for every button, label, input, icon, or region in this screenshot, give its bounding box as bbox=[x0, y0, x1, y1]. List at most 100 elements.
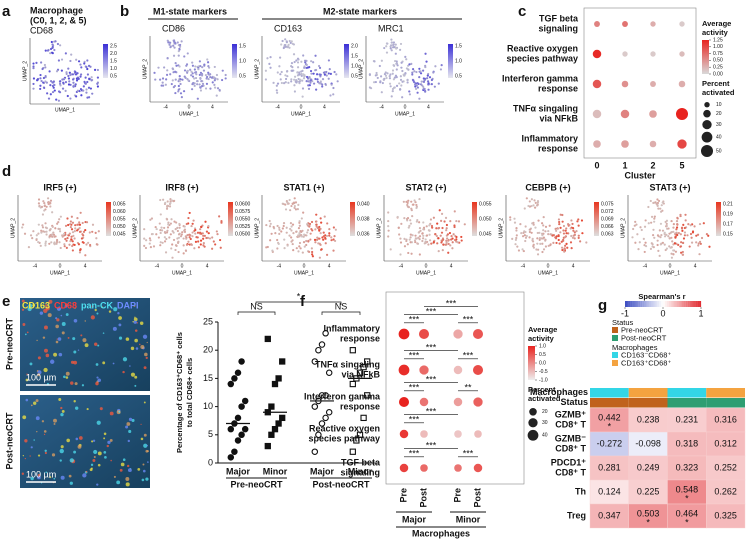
dot bbox=[593, 140, 601, 148]
cell bbox=[128, 417, 133, 421]
umap-tick: 0 bbox=[303, 263, 306, 269]
umap-cell bbox=[190, 224, 193, 228]
umap-cell bbox=[171, 243, 174, 246]
umap-cell bbox=[163, 226, 166, 230]
umap-cell bbox=[207, 232, 210, 235]
umap-cell bbox=[275, 84, 278, 87]
row-label: TGF beta bbox=[341, 457, 381, 467]
cell bbox=[120, 462, 125, 467]
umap-ylabel: UMAP_2 bbox=[376, 218, 382, 238]
colorbar-step bbox=[666, 301, 669, 307]
umap-cell bbox=[45, 227, 49, 230]
umap-cell bbox=[155, 227, 158, 231]
umap-cell bbox=[97, 230, 100, 233]
umap-cell bbox=[179, 92, 183, 95]
umap-cell bbox=[407, 226, 410, 229]
umap-cell bbox=[170, 82, 173, 86]
umap-cell bbox=[185, 222, 188, 226]
umap-cell bbox=[44, 242, 47, 245]
umap-cell bbox=[390, 95, 393, 98]
umap-cell bbox=[199, 232, 202, 235]
umap-cell bbox=[416, 91, 419, 94]
umap-cell bbox=[395, 60, 398, 63]
umap-cell bbox=[433, 85, 436, 88]
umap-cell bbox=[161, 77, 165, 80]
umap-cell bbox=[204, 220, 207, 223]
point bbox=[364, 392, 371, 399]
umap-cell bbox=[293, 90, 297, 93]
umap-cell bbox=[668, 245, 671, 248]
umap-cell bbox=[390, 38, 393, 41]
umap-cell bbox=[415, 205, 418, 208]
cell bbox=[37, 373, 41, 377]
umap-cell bbox=[215, 73, 219, 77]
umap-cell bbox=[581, 232, 584, 235]
umap-cell bbox=[330, 83, 333, 86]
umap-cell bbox=[387, 235, 390, 238]
umap-cell bbox=[409, 219, 412, 222]
umap-cell bbox=[441, 249, 444, 252]
group-label: Minor bbox=[456, 514, 481, 524]
bracket bbox=[321, 311, 361, 315]
image-row-label: Pre-neoCRT bbox=[4, 318, 14, 371]
dot bbox=[398, 396, 410, 408]
cell bbox=[47, 313, 52, 318]
umap-cell bbox=[278, 226, 281, 229]
umap-cell bbox=[220, 220, 223, 223]
umap-cell bbox=[403, 237, 406, 240]
panel-label: d bbox=[2, 163, 11, 180]
umap-cell bbox=[302, 235, 305, 238]
umap-cell bbox=[197, 68, 200, 71]
dot bbox=[679, 21, 685, 27]
umap-tick: -4 bbox=[33, 263, 38, 269]
significance: NS bbox=[250, 301, 263, 311]
cell bbox=[28, 303, 33, 308]
umap-cell bbox=[35, 61, 38, 64]
umap-cell bbox=[411, 71, 414, 74]
umap-cell bbox=[282, 224, 285, 228]
umap-cell bbox=[71, 249, 74, 252]
umap-cell bbox=[37, 202, 41, 205]
umap-cell bbox=[657, 207, 660, 210]
umap-cell bbox=[439, 234, 442, 237]
colorbar-step bbox=[682, 301, 684, 307]
point bbox=[271, 426, 279, 433]
umap-cell bbox=[395, 68, 398, 71]
umap-cell bbox=[194, 76, 198, 80]
umap-cell bbox=[439, 68, 443, 71]
umap-cell bbox=[453, 225, 456, 229]
umap-cell bbox=[670, 236, 673, 239]
umap-cell bbox=[59, 246, 62, 250]
umap-cell bbox=[396, 64, 399, 67]
umap-cell bbox=[303, 245, 306, 248]
umap-cell bbox=[39, 244, 42, 247]
umap-cell bbox=[308, 84, 311, 87]
umap-cell bbox=[71, 221, 75, 224]
point bbox=[227, 425, 235, 433]
umap-cell bbox=[682, 223, 685, 226]
cell bbox=[113, 475, 116, 478]
umap-cell bbox=[569, 241, 573, 244]
cell bbox=[133, 317, 138, 322]
dot bbox=[419, 365, 429, 375]
umap-cell bbox=[200, 74, 204, 77]
umap-cell bbox=[40, 231, 43, 234]
colorbar-title: Spearman's r bbox=[638, 292, 685, 301]
umap-cell bbox=[211, 247, 214, 250]
umap-cell bbox=[51, 45, 54, 49]
umap-cell bbox=[392, 78, 395, 81]
umap-cell bbox=[447, 239, 450, 242]
umap-cell bbox=[68, 232, 71, 235]
legend-title: activity bbox=[702, 28, 729, 37]
umap-cell bbox=[289, 209, 292, 212]
cell bbox=[74, 382, 78, 386]
umap-cell bbox=[566, 246, 569, 249]
umap-cell bbox=[396, 215, 399, 219]
colorbar-step bbox=[678, 301, 681, 307]
cell bbox=[146, 444, 148, 447]
cell bbox=[55, 340, 59, 344]
umap-cell bbox=[409, 233, 412, 236]
umap-cell bbox=[210, 76, 214, 79]
legend-label: 30 bbox=[716, 122, 722, 128]
umap-cell bbox=[291, 66, 294, 69]
